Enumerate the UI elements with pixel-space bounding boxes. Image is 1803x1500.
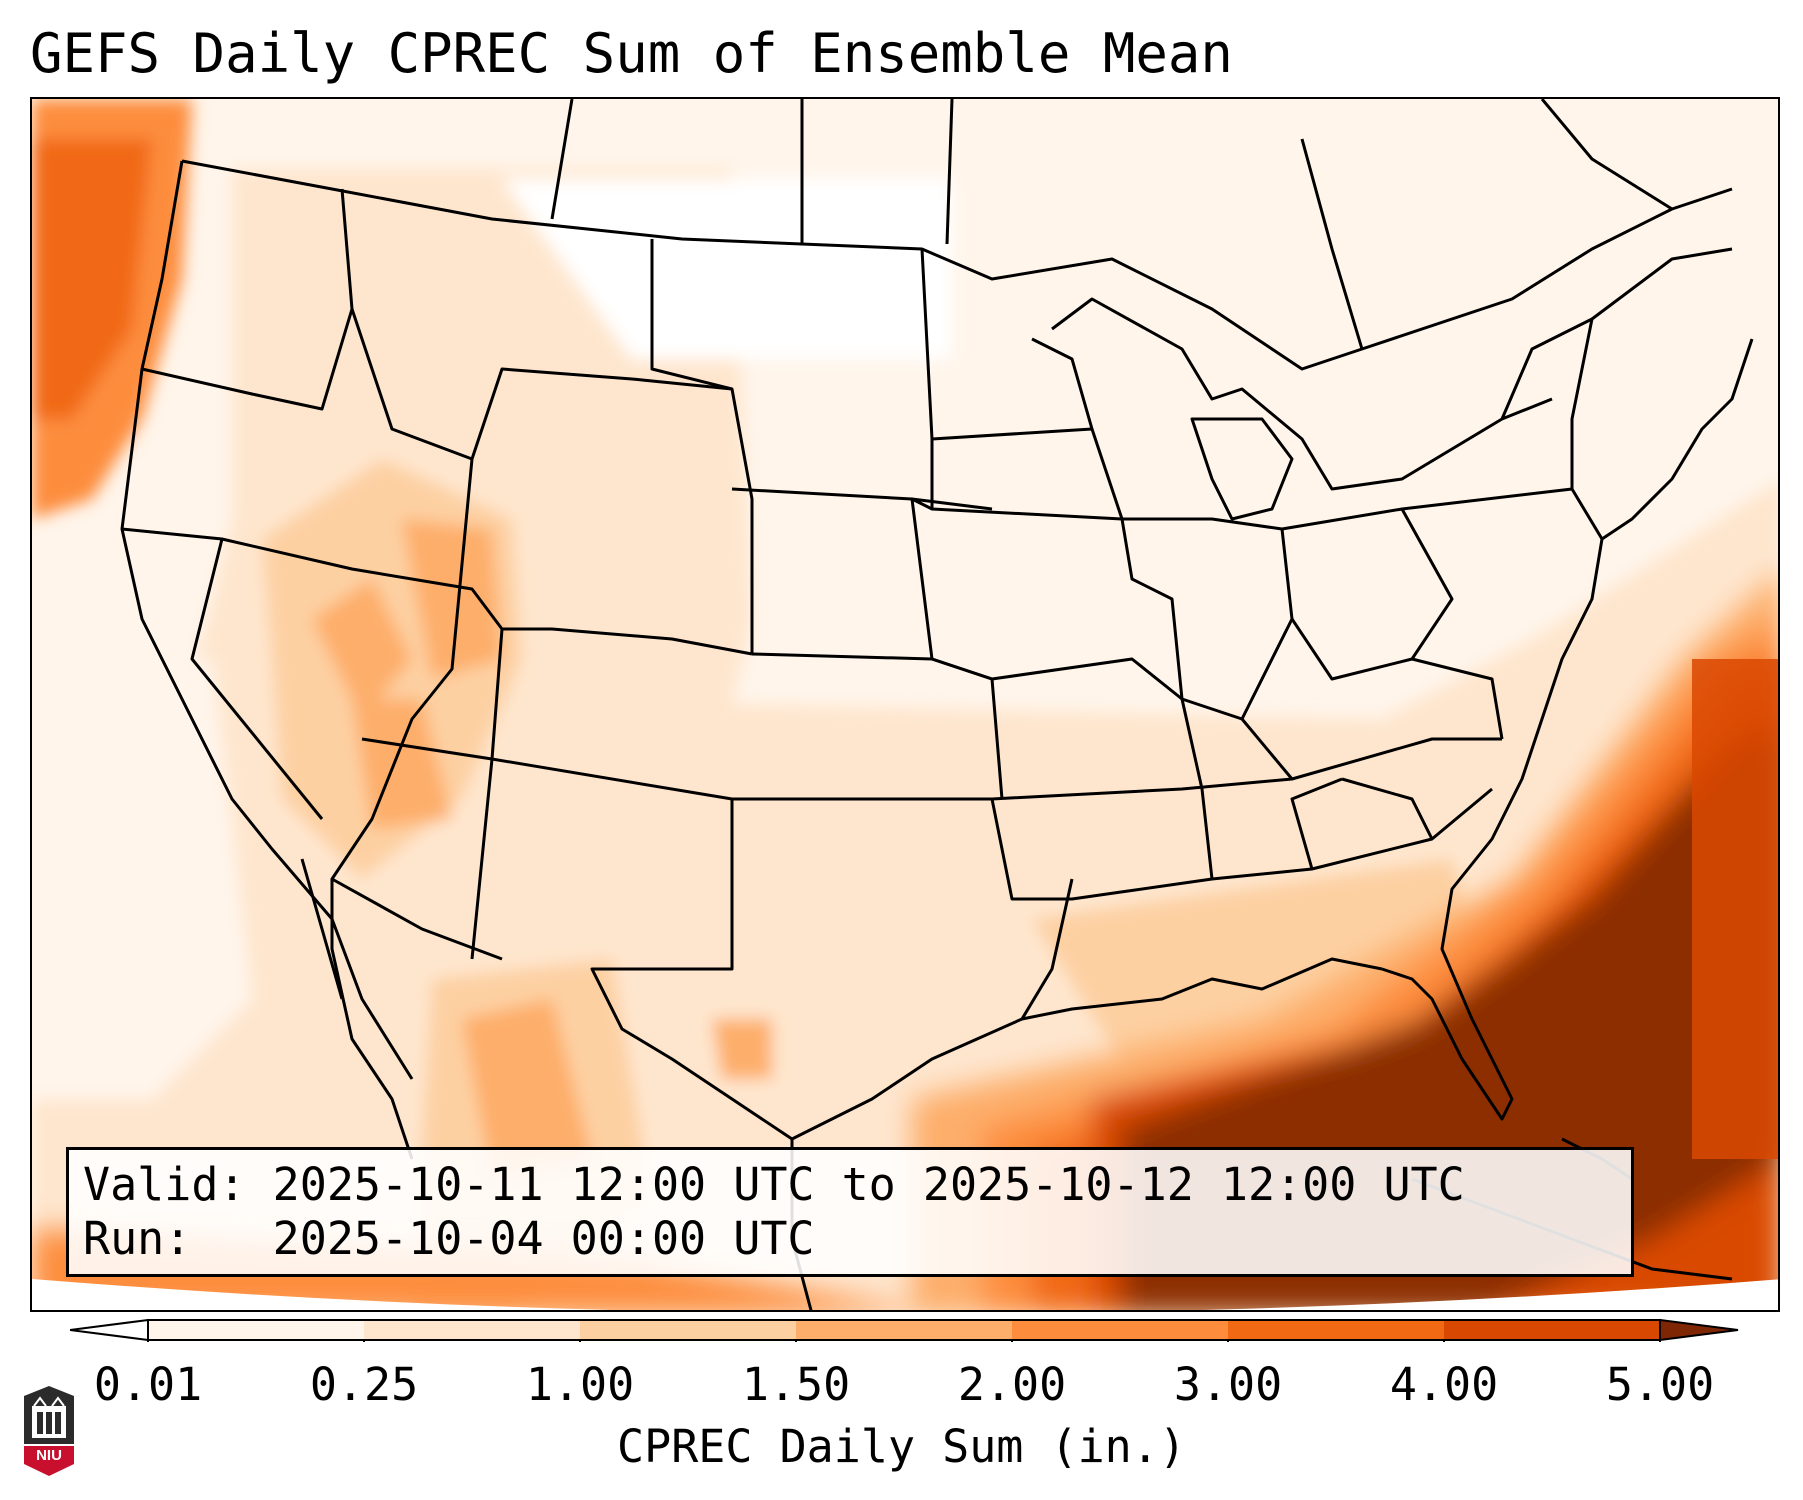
colorbar-tick-label: 2.00 <box>957 1358 1067 1411</box>
colorbar-over-triangle <box>1659 1318 1739 1342</box>
colorbar-tick-label: 1.00 <box>525 1358 635 1411</box>
colorbar-segment <box>364 1320 581 1340</box>
projection-edge <box>32 1279 1778 1310</box>
colorbar-segment <box>580 1320 797 1340</box>
logo-text: NIU <box>36 1447 62 1464</box>
colorbar-tick-label: 0.25 <box>309 1358 419 1411</box>
run-label: Run: <box>83 1212 192 1265</box>
colorbar-outline <box>147 1319 1661 1341</box>
niu-logo: NIU <box>24 1386 74 1476</box>
run-value: 2025-10-04 00:00 UTC <box>272 1212 815 1265</box>
colorbar-tick-label: 4.00 <box>1389 1358 1499 1411</box>
colorbar-segment <box>796 1320 1013 1340</box>
colorbar <box>70 1318 1739 1342</box>
precip-map <box>32 99 1778 1310</box>
colorbar-tick-label: 5.00 <box>1605 1358 1715 1411</box>
colorbar-segment <box>148 1320 365 1340</box>
colorbar-segment <box>1228 1320 1445 1340</box>
colorbar-tick-label: 1.50 <box>741 1358 851 1411</box>
colorbar-segment <box>1444 1320 1661 1340</box>
colorbar-label: CPREC Daily Sum (in.) <box>617 1420 1186 1473</box>
colorbar-under-triangle <box>70 1318 149 1342</box>
valid-value: 2025-10-11 12:00 UTC to 2025-10-12 12:00… <box>272 1158 1465 1211</box>
colorbar-tick-label: 0.01 <box>93 1358 203 1411</box>
valid-label: Valid: <box>83 1158 246 1211</box>
colorbar-segment <box>1012 1320 1229 1340</box>
colorbar-segments <box>148 1320 1661 1340</box>
colorbar-ticks <box>147 1340 1661 1342</box>
map-title: GEFS Daily CPREC Sum of Ensemble Mean <box>30 22 1233 85</box>
precip-field <box>32 99 1778 1310</box>
map-panel <box>30 97 1780 1312</box>
state-borders <box>120 99 1754 1310</box>
colorbar-tick-label: 3.00 <box>1173 1358 1283 1411</box>
valid-run-info-box: Valid: 2025-10-11 12:00 UTC to 2025-10-1… <box>66 1147 1634 1277</box>
